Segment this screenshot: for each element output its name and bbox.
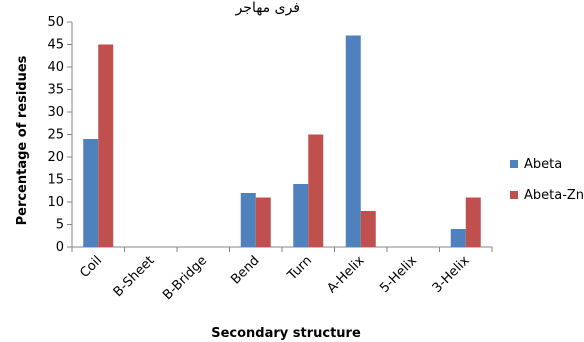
bar-abeta-coil <box>83 139 99 247</box>
y-tick-label: 20 <box>47 150 64 165</box>
y-tick-label: 5 <box>56 218 64 233</box>
y-tick-label: 30 <box>47 105 64 120</box>
bars <box>83 35 481 247</box>
y-tick-label: 45 <box>47 38 64 53</box>
x-axis-title: Secondary structure <box>211 326 361 341</box>
legend-swatch-abeta <box>510 160 518 168</box>
x-tick-label: Bend <box>228 253 262 287</box>
y-axis-ticks: 0 5 10 15 20 25 30 35 40 45 50 <box>47 15 72 255</box>
x-axis-ticks: Coil B-Sheet B-Bridge Bend Turn A-Helix 5-Heli… <box>71 247 493 303</box>
x-tick-label: B-Bridge <box>160 253 210 303</box>
x-tick-label: B-Sheet <box>111 253 158 300</box>
legend-label-abeta-zn: Abeta-Zn <box>524 188 584 203</box>
y-tick-label: 40 <box>47 60 64 75</box>
legend-swatch-abeta-zn <box>510 191 518 199</box>
x-tick-label: A-Helix <box>324 253 367 296</box>
bar-abeta-zn-coil <box>98 44 114 247</box>
x-tick-label: Coil <box>77 253 105 281</box>
bar-abeta-a-helix <box>345 35 361 247</box>
y-tick-label: 35 <box>47 83 64 98</box>
plot-area: 0 5 10 15 20 25 30 35 40 45 50 Coil B-Sheet B-Bridge… <box>47 15 493 303</box>
y-tick-label: 15 <box>47 173 64 188</box>
bar-abeta-zn-a-helix <box>360 211 376 247</box>
bar-abeta-turn <box>293 184 309 247</box>
x-tick-label: 5-Helix <box>377 253 420 296</box>
legend: Abeta Abeta-Zn <box>510 157 584 203</box>
y-tick-label: 10 <box>47 195 64 210</box>
bar-abeta-bend <box>240 193 256 247</box>
y-tick-label: 50 <box>47 15 64 30</box>
x-tick-label: Turn <box>284 253 315 284</box>
bar-abeta-zn-3-helix <box>465 197 481 247</box>
x-tick-label: 3-Helix <box>430 253 473 296</box>
y-tick-label: 0 <box>56 240 64 255</box>
bar-abeta-zn-bend <box>255 197 271 247</box>
header-text-fragment: ﻓﺮی ﻣﻬﺎﺟﺮ <box>235 0 300 16</box>
bar-abeta-3-helix <box>450 229 466 247</box>
y-axis-title: Percentage of residues <box>15 55 30 225</box>
y-tick-label: 25 <box>47 128 64 143</box>
bar-abeta-zn-turn <box>308 134 324 247</box>
legend-label-abeta: Abeta <box>524 157 562 172</box>
